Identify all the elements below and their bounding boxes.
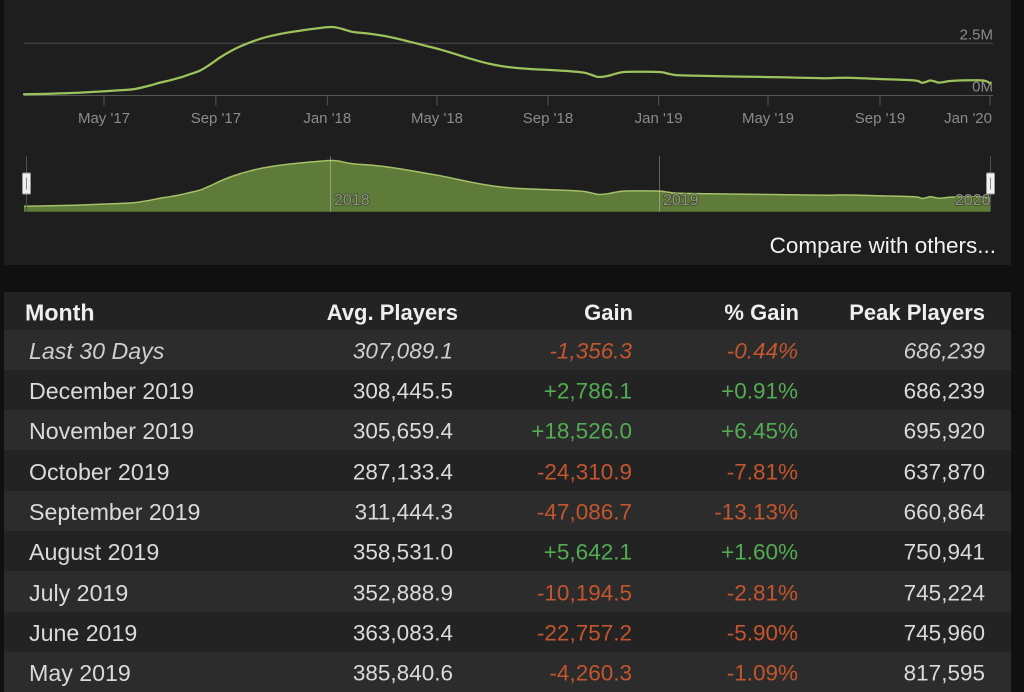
svg-text:Jan '20: Jan '20 [944, 110, 992, 127]
svg-text:May '18: May '18 [411, 110, 463, 127]
svg-text:Sep '19: Sep '19 [855, 110, 905, 127]
svg-text:2019: 2019 [663, 192, 699, 209]
svg-text:2.5M: 2.5M [960, 27, 993, 44]
svg-text:Jan '19: Jan '19 [635, 110, 683, 127]
svg-text:Sep '17: Sep '17 [191, 110, 241, 127]
svg-text:May '17: May '17 [78, 110, 130, 127]
svg-text:2018: 2018 [334, 192, 370, 209]
svg-text:May '19: May '19 [742, 110, 794, 127]
svg-text:Jan '18: Jan '18 [303, 110, 351, 127]
svg-text:2020: 2020 [955, 192, 991, 209]
svg-text:Sep '18: Sep '18 [523, 110, 573, 127]
